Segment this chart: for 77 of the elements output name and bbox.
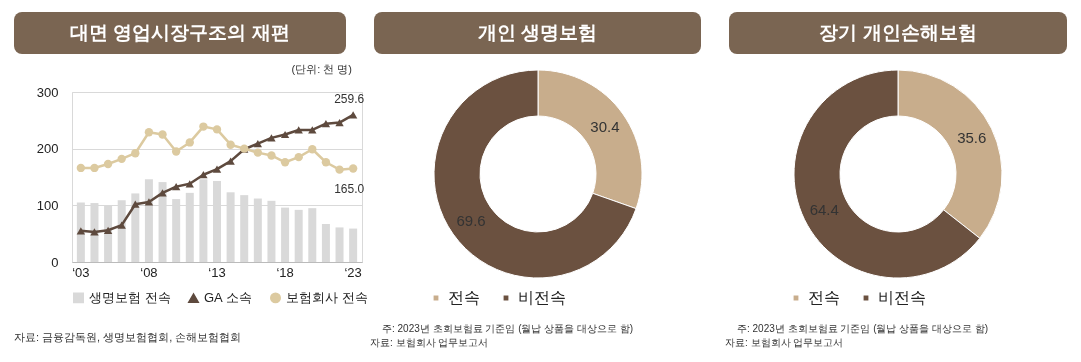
data-label: 259.6 [334,91,365,106]
point [267,151,276,160]
bar [321,224,330,262]
point [253,148,263,157]
bar [281,207,290,262]
point [280,158,290,167]
point [294,152,303,162]
data-label: 30.4 [589,117,620,135]
point [226,157,235,165]
point [185,180,194,188]
data-label: 35.6 [957,129,987,147]
point [158,189,167,197]
chart-title: 개인 생명보험 [374,12,701,54]
data-label: 69.6 [455,212,486,230]
y-tick-label: 0 [51,254,59,270]
x-tick-label: ‘03 [72,264,90,280]
bar [294,209,303,262]
point [335,118,344,127]
point [144,128,154,137]
chart-title: 대면 영업시장구조의 재편 [14,12,346,54]
point [171,147,181,156]
point [103,159,113,169]
point [308,126,317,134]
text: 주: 2023년 초회보험료 기준임 (월납 상품을 대상으로 함) [736,322,990,336]
point [90,163,99,173]
legend-label: 비전속 [517,289,566,306]
data-label: 64.4 [809,200,839,218]
point [308,145,317,154]
bar [335,227,344,262]
point [158,130,167,139]
point [199,122,208,131]
text: 자료: 보험회사 업무보고서 [725,336,845,350]
legend-label: 전속 [447,289,480,306]
point [199,171,208,179]
bar [349,228,358,262]
x-tick-label: ‘18 [276,264,294,280]
point [294,126,303,134]
point [117,154,126,164]
point [171,183,181,191]
data-label: 165.0 [334,181,365,196]
y-tick-label: 100 [36,197,59,213]
point [131,200,140,208]
point [131,149,140,158]
point [280,130,290,139]
point [212,165,222,173]
y-tick-label: 300 [36,84,59,100]
point [253,139,263,148]
point [348,164,358,173]
point [335,165,344,174]
text: 자료: 보험회사 업무보고서 [370,336,490,350]
point [267,134,276,142]
legend-label: GA 소속 [204,290,252,306]
y-tick-label: 200 [36,141,59,157]
text: (단위: 천 명) [291,62,352,77]
x-tick-label: ‘23 [344,264,362,280]
point [103,226,113,234]
text: 주: 2023년 초회보험료 기준임 (월납 상품을 대상으로 함) [381,322,635,336]
point [144,198,154,206]
legend-label: 비전속 [878,289,926,306]
x-tick-label: ‘08 [140,264,158,280]
point [90,228,99,236]
bar [144,179,153,262]
point [117,221,126,229]
point [185,138,194,147]
point [321,120,331,128]
point [348,111,358,119]
legend-label: 보험회사 전속 [286,289,368,305]
x-tick-label: ‘13 [208,264,226,280]
point [226,140,235,149]
text: 자료: 금융감독원, 생명보험협회, 손해보험협회 [14,330,242,344]
point [76,163,86,173]
legend-label: 전속 [808,289,840,306]
legend-label: 생명보험 전속 [89,289,171,305]
bar [308,208,317,262]
chart-title: 장기 개인손해보험 [729,12,1067,54]
point [321,158,331,167]
point [212,125,222,134]
